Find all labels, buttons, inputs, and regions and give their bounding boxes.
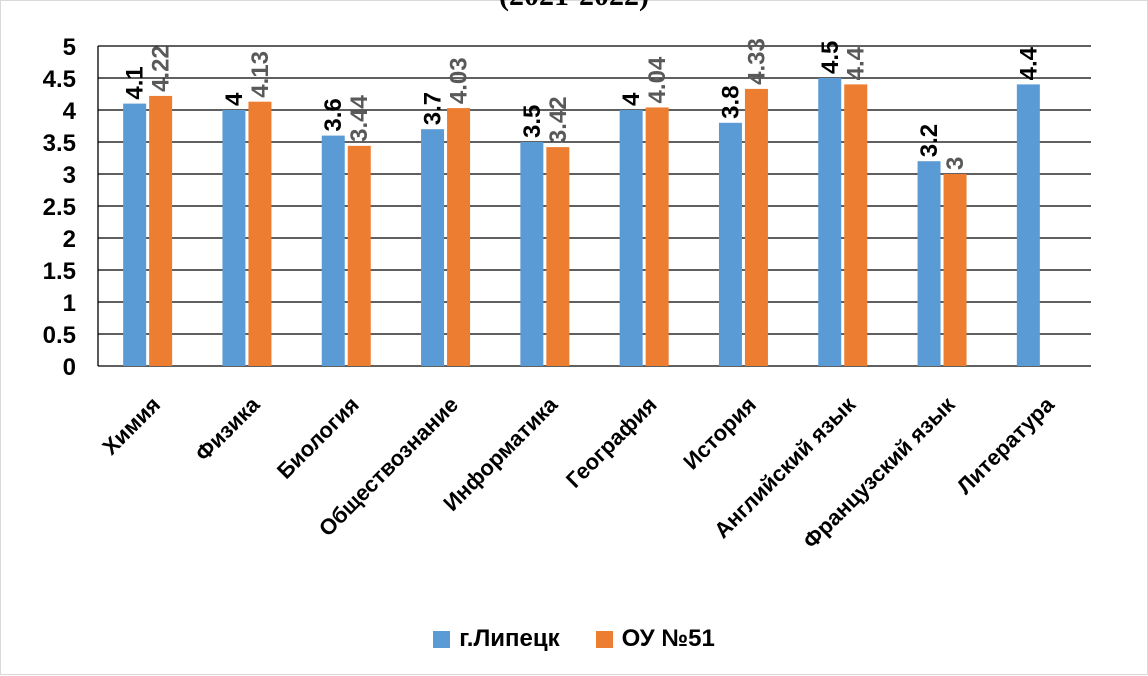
data-label-series-1: 3.2 [916, 124, 943, 157]
data-label-series-2: 4.4 [843, 46, 870, 80]
bar-series-2 [943, 174, 967, 366]
bar-series-2 [744, 88, 768, 366]
data-label-series-2: 4.13 [247, 51, 274, 98]
bar-series-2 [347, 145, 371, 366]
y-tick-label: 1.5 [43, 258, 76, 285]
data-label-series-2: 4.03 [446, 57, 473, 104]
bar-series-2 [248, 101, 272, 367]
y-axis: 0 0.5 1 1.5 2 2.5 3 3.5 4 4.5 5 [43, 34, 99, 381]
data-label-series-2: 3.42 [545, 96, 572, 143]
bar-series-1 [520, 142, 544, 366]
data-label-series-1: 4.4 [1015, 46, 1042, 80]
category-label: Физика [190, 391, 265, 466]
data-label-series-2: 4.04 [644, 56, 671, 103]
y-tick-label: 1 [63, 290, 76, 317]
data-label-series-1: 4 [221, 92, 248, 106]
bars [123, 78, 1040, 367]
bar-series-2 [149, 95, 173, 367]
data-label-series-1: 3.6 [320, 98, 347, 131]
x-axis-labels: Химия Физика БиологияОбществознаниеИнформа… [97, 391, 1059, 553]
legend-item-series-2: ОУ №51 [595, 625, 715, 653]
chart-title: (2021-2022) [1, 0, 1147, 13]
bar-series-1 [917, 161, 941, 366]
y-tick-label: 2.5 [43, 194, 76, 221]
category-label: Химия [97, 392, 165, 460]
data-label-series-1: 4.5 [817, 41, 844, 74]
category-label: История [678, 392, 761, 475]
bar-series-2 [844, 84, 868, 367]
y-tick-label: 3 [63, 162, 76, 189]
y-tick-label: 4 [63, 98, 77, 125]
y-tick-label: 0 [63, 354, 76, 381]
data-label-series-2: 3.44 [346, 94, 373, 141]
legend-swatch-series-2 [595, 630, 613, 648]
y-tick-label: 4.5 [43, 66, 76, 93]
bar-series-1 [222, 110, 246, 366]
legend-label-series-2: ОУ №51 [621, 625, 715, 652]
y-tick-label: 0.5 [43, 322, 76, 349]
data-label-series-1: 4 [618, 92, 645, 106]
data-label-series-1: 3.7 [420, 92, 447, 125]
bar-series-1 [123, 103, 147, 366]
bar-series-1 [619, 110, 643, 366]
y-tick-label: 2 [63, 226, 76, 253]
category-label: Биология [272, 392, 364, 484]
data-label-series-2: 4.33 [743, 38, 770, 85]
bar-series-1 [718, 122, 742, 366]
legend-item-series-1: г.Липецк [433, 625, 560, 653]
bar-series-1 [421, 129, 445, 366]
category-label: Литература [952, 391, 1060, 499]
category-label: География [561, 392, 662, 493]
data-label-series-2: 3 [942, 157, 969, 170]
bar-series-1 [321, 135, 345, 366]
data-label-series-1: 3.8 [717, 85, 744, 118]
bar-series-2 [645, 107, 669, 366]
legend: г.Липецк ОУ №51 [1, 625, 1147, 653]
y-tick-label: 3.5 [43, 130, 76, 157]
legend-swatch-series-1 [433, 630, 451, 648]
y-tick-label: 5 [63, 34, 76, 61]
bar-series-1 [818, 78, 842, 366]
bar-series-2 [546, 147, 570, 366]
data-label-series-1: 4.1 [122, 66, 149, 99]
data-label-series-2: 4.22 [148, 45, 175, 92]
legend-label-series-1: г.Липецк [459, 625, 560, 652]
bar-series-1 [1016, 84, 1040, 367]
data-label-series-1: 3.5 [519, 105, 546, 138]
bar-series-2 [447, 108, 471, 366]
